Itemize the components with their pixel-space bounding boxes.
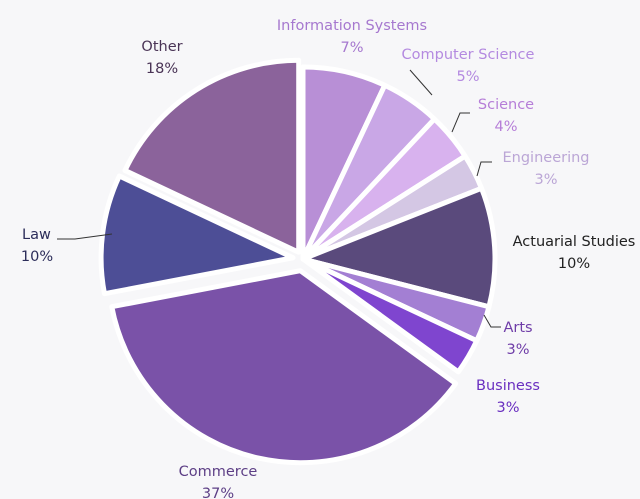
slice-value-engineering: 3% [534, 172, 557, 188]
slice-value-information-systems: 7% [340, 40, 363, 56]
slice-label-engineering: Engineering [503, 150, 590, 166]
slice-label-information-systems: Information Systems [277, 18, 427, 34]
leader-line-computer-science [409, 69, 433, 96]
pie-slice-business [300, 256, 480, 375]
slice-label-actuarial-studies: Actuarial Studies [513, 234, 636, 250]
slice-value-computer-science: 5% [456, 69, 479, 85]
pie-slice-actuarial-studies [300, 185, 498, 310]
slice-label-arts: Arts [503, 320, 532, 336]
slice-value-commerce: 37% [202, 486, 234, 499]
slice-value-law: 10% [21, 249, 53, 265]
slice-value-business: 3% [496, 400, 519, 416]
pie-slice-other [122, 57, 302, 255]
leader-line-law [57, 233, 113, 240]
slice-label-commerce: Commerce [179, 464, 258, 480]
slice-label-business: Business [476, 378, 540, 394]
leader-line-arts [483, 314, 501, 328]
slice-label-other: Other [141, 39, 182, 55]
leader-line-science [451, 112, 470, 133]
leader-line-engineering [476, 161, 492, 177]
slice-value-science: 4% [494, 119, 517, 135]
slice-value-arts: 3% [506, 342, 529, 358]
slice-label-computer-science: Computer Science [402, 47, 535, 63]
pie-slice-law [98, 173, 296, 297]
pie-slice-commerce [109, 268, 459, 466]
slice-value-actuarial-studies: 10% [558, 256, 590, 272]
slice-label-science: Science [478, 97, 534, 113]
slice-value-other: 18% [146, 61, 178, 77]
slice-label-law: Law [22, 227, 51, 243]
